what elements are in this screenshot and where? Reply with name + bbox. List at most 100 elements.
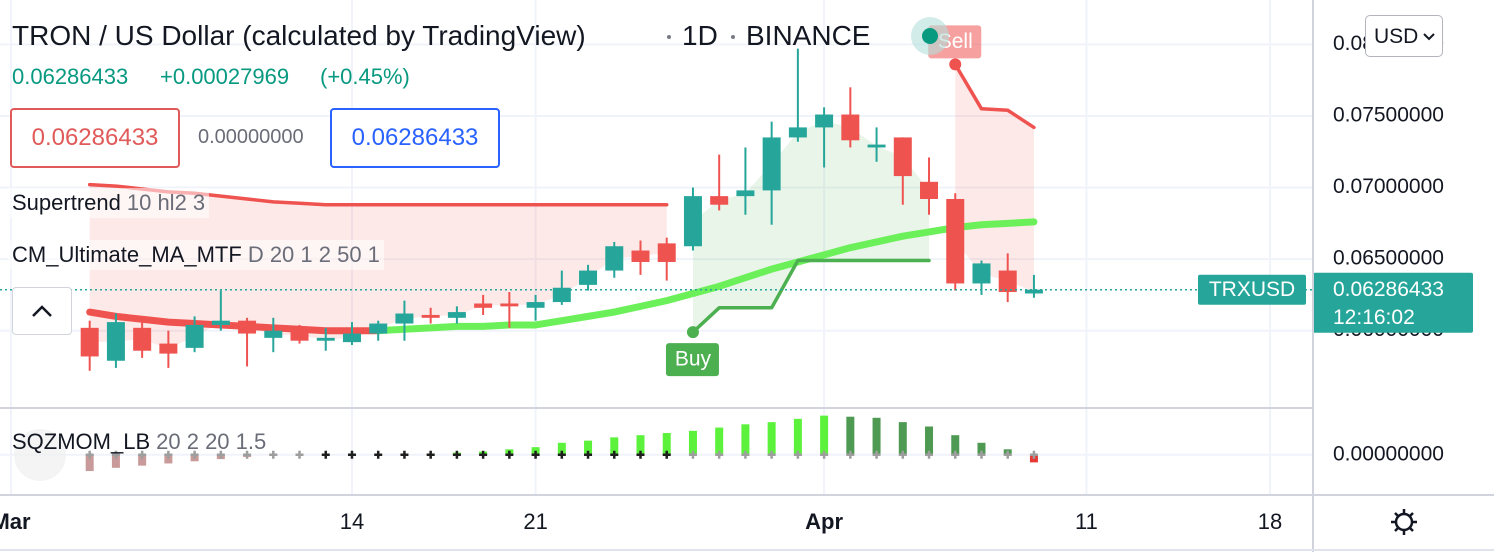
sell-signal xyxy=(949,58,962,71)
status-dot xyxy=(922,28,938,44)
candle-body xyxy=(841,114,860,141)
buy-label-bg xyxy=(665,343,719,377)
buy-price-button[interactable]: 0.06286433 xyxy=(330,108,500,168)
candle-body xyxy=(867,144,886,148)
candle-body xyxy=(211,320,230,325)
momentum-bar xyxy=(557,442,566,455)
candle-body xyxy=(998,270,1017,293)
squeeze-dot xyxy=(662,450,671,459)
candle-body xyxy=(369,323,388,334)
candle-body xyxy=(736,190,755,197)
candle-body xyxy=(788,127,807,138)
interval[interactable]: 1D xyxy=(682,20,718,51)
momentum-bar xyxy=(688,430,697,455)
candle-body xyxy=(1024,289,1043,294)
candle-body xyxy=(552,287,571,303)
squeeze-dot xyxy=(715,450,724,459)
separator-dot xyxy=(667,35,671,39)
squeeze-dot xyxy=(898,450,907,459)
squeeze-dot xyxy=(820,450,829,459)
candle-body xyxy=(238,320,257,334)
price-change: +0.00027969 xyxy=(160,64,290,89)
settings-icon[interactable] xyxy=(1391,509,1417,535)
buy-signal xyxy=(686,326,699,339)
momentum-bar xyxy=(820,415,829,455)
legend-name: CM_Ultimate_MA_MTF xyxy=(12,242,242,267)
momentum-bar xyxy=(977,442,986,455)
legend-params: 20 2 20 1.5 xyxy=(156,429,267,454)
x-tick-label: 21 xyxy=(523,509,547,534)
y-tick-label: 0.07000000 xyxy=(1333,175,1444,198)
candle-body xyxy=(474,303,493,308)
candle-body xyxy=(290,330,309,341)
spread: 0.00000000 xyxy=(198,126,304,148)
sell-price-button[interactable]: 0.06286433 xyxy=(10,108,180,168)
momentum-bar xyxy=(138,454,147,466)
momentum-bar xyxy=(85,454,94,472)
squeeze-dot xyxy=(793,450,802,459)
legend-params: D 20 1 2 50 1 xyxy=(247,242,380,267)
squeeze-dot xyxy=(479,450,488,459)
candle-body xyxy=(500,303,519,307)
squeeze-dot xyxy=(295,450,304,459)
legend-sqzmom[interactable]: SQZMOM_LB 20 2 20 1.5 xyxy=(8,427,270,457)
currency-button[interactable]: USD xyxy=(1365,15,1443,57)
momentum-bar xyxy=(767,422,776,455)
candle-body xyxy=(80,327,99,357)
legend-ma[interactable]: CM_Ultimate_MA_MTF D 20 1 2 50 1 xyxy=(8,240,384,270)
squeeze-dot xyxy=(164,450,173,459)
squeeze-dot xyxy=(688,450,697,459)
squeeze-dot xyxy=(610,450,619,459)
squeeze-dot xyxy=(85,450,94,459)
squeeze-dot xyxy=(321,450,330,459)
symbol-title: TRON / US Dollar (calculated by TradingV… xyxy=(12,20,586,51)
momentum-bar xyxy=(662,433,671,455)
momentum-bar xyxy=(925,426,934,455)
candle-body xyxy=(421,314,440,318)
squeeze-dot xyxy=(269,450,278,459)
x-tick-label: 14 xyxy=(340,509,364,534)
momentum-bar xyxy=(951,435,960,455)
squeeze-dot xyxy=(531,450,540,459)
trend-fill xyxy=(692,120,930,333)
momentum-bar xyxy=(636,435,645,455)
candle-body xyxy=(920,181,939,199)
collapse-button[interactable] xyxy=(12,287,72,335)
price-label-bg xyxy=(1313,272,1473,333)
candle-body xyxy=(815,114,834,128)
squeeze-dot xyxy=(925,450,934,459)
squeeze-dot xyxy=(426,450,435,459)
candle-body xyxy=(526,302,545,308)
buy-label: Buy xyxy=(675,348,712,371)
squeeze-dot xyxy=(584,450,593,459)
candle-body xyxy=(946,198,965,284)
x-tick-label: Apr xyxy=(805,509,843,534)
candle-body xyxy=(316,337,335,341)
squeeze-dot xyxy=(1029,450,1038,459)
candle-body xyxy=(762,137,781,191)
squeeze-dot xyxy=(872,450,881,459)
squeeze-dot xyxy=(636,450,645,459)
legend-supertrend[interactable]: Supertrend 10 hl2 3 xyxy=(8,188,210,218)
squeeze-dot xyxy=(846,450,855,459)
candle-body xyxy=(447,312,466,318)
momentum-bar xyxy=(715,427,724,455)
momentum-bar xyxy=(164,454,173,464)
y-tick-label: 0.07500000 xyxy=(1333,104,1444,127)
candle-body xyxy=(631,250,650,262)
currency: USD xyxy=(1374,24,1419,48)
squeeze-dot xyxy=(138,450,147,459)
candle-body xyxy=(683,196,702,247)
logo xyxy=(14,429,66,481)
chevron-up xyxy=(32,305,52,317)
countdown-label: 12:16:02 xyxy=(1333,306,1415,329)
momentum-bar xyxy=(846,416,855,455)
candle-body xyxy=(264,330,283,338)
momentum-bar xyxy=(584,440,593,455)
momentum-bar xyxy=(111,454,120,468)
squeeze-dot xyxy=(243,450,252,459)
momentum-bar xyxy=(793,418,802,455)
squeeze-dot xyxy=(347,450,356,459)
chevron-down xyxy=(1423,33,1436,41)
candle-body xyxy=(579,270,598,285)
